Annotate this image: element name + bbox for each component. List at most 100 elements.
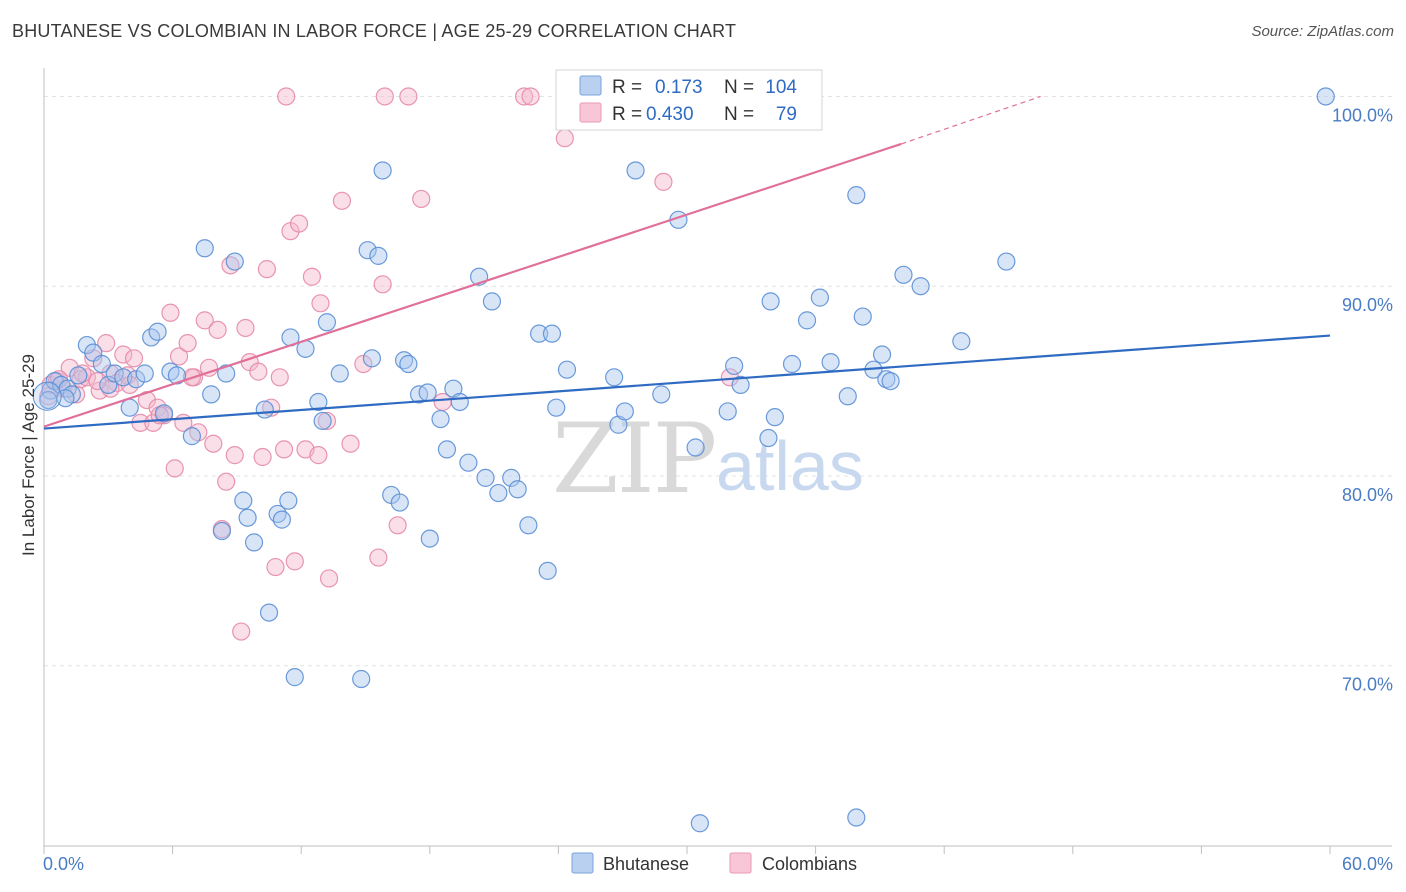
bhutanese-point	[952, 332, 971, 351]
x-tick-min: 0.0%	[43, 854, 84, 874]
legend-r-colombians: 0.430	[646, 104, 694, 125]
bhutanese-point	[538, 561, 557, 580]
colombians-trend-line	[43, 142, 902, 428]
bhutanese-point	[154, 404, 174, 423]
colombians-point	[266, 557, 285, 577]
bhutanese-point	[390, 493, 409, 512]
bhutanese-point	[399, 354, 418, 374]
bhutanese-point	[759, 428, 778, 448]
bhutanese-point	[547, 398, 566, 417]
bhutanese-point	[212, 521, 231, 541]
colombians-point	[257, 260, 277, 279]
bhutanese-point	[530, 324, 549, 343]
colombians-point	[204, 434, 223, 453]
colombians-point	[285, 552, 304, 571]
series-legend-bhutanese: Bhutanese	[603, 854, 689, 874]
colombians-point	[208, 320, 227, 339]
colombians-point	[302, 267, 322, 286]
bhutanese-point	[92, 354, 111, 374]
legend-swatch-colombians	[579, 102, 602, 123]
bhutanese-point	[358, 241, 377, 260]
bhutanese-point	[1316, 87, 1335, 106]
colombians-point	[195, 311, 214, 330]
colombians-point	[375, 87, 394, 106]
colombians-point	[161, 303, 180, 322]
bhutanese-point	[810, 288, 829, 307]
colombians-point	[309, 446, 328, 465]
bhutanese-point	[238, 508, 257, 527]
watermark-zip: ZIP	[552, 403, 715, 515]
bhutanese-point	[482, 292, 502, 311]
bhutanese-point	[502, 468, 521, 487]
colombians-point	[317, 411, 337, 431]
bhutanese-point	[605, 368, 624, 387]
colombians-point	[165, 459, 184, 478]
bhutanese-trend-line	[43, 334, 1331, 430]
stats-legend: R = 0.173 N = 104 R = 0.430 N = 79	[555, 69, 823, 131]
bhutanese-point	[105, 364, 124, 383]
colombians-point	[373, 275, 392, 294]
bhutanese-point	[272, 510, 292, 529]
colombians-point	[88, 371, 107, 391]
bhutanese-cluster	[32, 381, 62, 411]
bhutanese-point	[911, 277, 930, 296]
bhutanese-point	[202, 385, 221, 404]
colombians-point	[412, 189, 431, 209]
bhutanese-point	[317, 313, 337, 332]
trend-lines	[43, 95, 1331, 430]
bhutanese-point	[652, 385, 671, 404]
y-tick-labels: 70.0% 80.0% 90.0% 100.0%	[1332, 105, 1393, 694]
chart-title: BHUTANESE VS COLOMBIAN IN LABOR FORCE | …	[12, 21, 737, 41]
colombians-point	[225, 446, 244, 465]
colombians-point	[236, 318, 255, 338]
bhutanese-point	[626, 161, 645, 180]
bhutanese-point	[182, 427, 201, 446]
bhutanese-point	[519, 516, 538, 535]
grid-lines	[44, 95, 1392, 667]
legend-n-label-bhutanese: N =	[724, 77, 754, 98]
bhutanese-point	[225, 252, 244, 271]
colombians-point	[319, 569, 339, 588]
colombians-point	[270, 368, 289, 387]
bhutanese-point	[352, 669, 371, 689]
legend-r-label-colombians: R =	[612, 104, 642, 125]
source-label: Source: ZipAtlas.com	[1251, 23, 1394, 40]
bhutanese-point	[686, 438, 705, 457]
bhutanese-point	[872, 345, 892, 364]
colombians-point	[289, 214, 309, 233]
bhutanese-point	[373, 161, 392, 180]
bhutanese-point	[135, 364, 154, 383]
bhutanese-point	[431, 409, 450, 429]
bhutanese-point	[120, 398, 139, 417]
legend-swatch-bhutanese	[579, 75, 602, 96]
colombians-point	[388, 516, 407, 535]
watermark: ZIP atlas	[552, 403, 864, 515]
colombians-point	[521, 87, 540, 106]
bhutanese-point	[615, 402, 634, 421]
legend-r-label-bhutanese: R =	[612, 77, 642, 98]
legend-n-bhutanese: 104	[765, 77, 797, 98]
bhutanese-point	[285, 668, 304, 687]
bhutanese-point	[765, 408, 784, 427]
bhutanese-point	[508, 480, 527, 499]
colombians-point	[654, 172, 673, 191]
y-tick-label: 70.0%	[1342, 675, 1393, 695]
colombians-point	[341, 434, 360, 453]
bhutanese-point	[731, 375, 750, 394]
legend-r-bhutanese: 0.173	[655, 77, 703, 98]
colombians-point	[114, 345, 133, 364]
bhutanese-point	[437, 440, 457, 459]
bhutanese-point	[690, 814, 709, 833]
bhutanese-point	[217, 364, 236, 383]
bhutanese-point	[330, 364, 349, 383]
bhutanese-point	[69, 366, 88, 385]
bhutanese-point	[847, 808, 866, 827]
bhutanese-point	[853, 307, 872, 326]
bhutanese-point	[313, 411, 332, 431]
colombians-point	[555, 129, 574, 148]
bhutanese-point	[782, 354, 802, 374]
bhutanese-point	[881, 371, 900, 391]
colombians-point	[199, 358, 219, 377]
bhutanese-point	[418, 383, 437, 402]
